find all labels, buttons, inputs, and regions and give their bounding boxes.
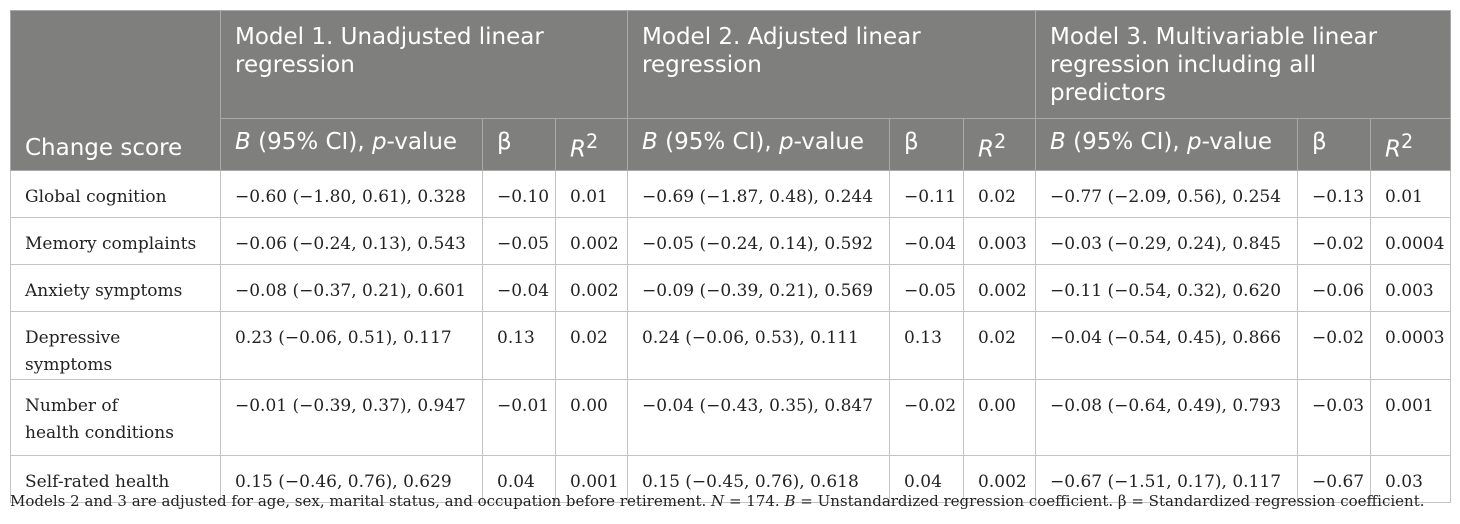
table-row: Global cognition −0.60 (−1.80, 0.61), 0.… — [10, 170, 1452, 218]
cell-beta: −0.02 — [1297, 311, 1372, 380]
cell-b-ci-p: −0.67 (−1.51, 0.17), 0.117 — [1035, 455, 1299, 503]
cell-beta: −0.67 — [1297, 455, 1372, 503]
header-row-models: Change score Model 1. Unadjusted linear … — [10, 10, 1452, 171]
cell-b-ci-p: −0.03 (−0.29, 0.24), 0.845 — [1035, 217, 1299, 265]
cell-r2: 0.02 — [963, 170, 1037, 218]
cell-b-ci-p: −0.01 (−0.39, 0.37), 0.947 — [220, 379, 483, 456]
header-model-2: Model 2. Adjusted linear regression — [627, 10, 1037, 119]
header-model-1: Model 1. Unadjusted linear regression — [219, 10, 629, 119]
cell-beta: −0.04 — [889, 217, 965, 265]
header-r2: R2 — [554, 118, 629, 171]
header-beta: β — [1297, 118, 1372, 171]
cell-r2: 0.0004 — [1370, 217, 1452, 265]
cell-beta: 0.13 — [889, 311, 965, 380]
cell-b-ci-p: −0.04 (−0.54, 0.45), 0.866 — [1035, 311, 1299, 380]
table-row: Anxiety symptoms −0.08 (−0.37, 0.21), 0.… — [10, 264, 1452, 312]
cell-r2: 0.002 — [554, 264, 629, 312]
row-label: Anxiety symptoms — [10, 264, 221, 312]
table-row: Self-rated health 0.15 (−0.46, 0.76), 0.… — [10, 455, 1452, 503]
header-row-stats: B (95% CI), p-value β R2 B (95% CI), p-v… — [11, 118, 1452, 171]
row-label: Global cognition — [10, 170, 221, 218]
row-label: Self-rated health — [10, 455, 221, 503]
header-change-score: Change score — [10, 10, 221, 171]
cell-r2: 0.0003 — [1370, 311, 1452, 380]
cell-b-ci-p: −0.06 (−0.24, 0.13), 0.543 — [220, 217, 483, 265]
table-row: Number of health conditions −0.01 (−0.39,… — [10, 379, 1452, 456]
header-r2: R2 — [963, 118, 1037, 171]
cell-b-ci-p: −0.11 (−0.54, 0.32), 0.620 — [1035, 264, 1299, 312]
table-row: Depressive symptoms 0.23 (−0.06, 0.51), … — [10, 311, 1452, 380]
header-r2: R2 — [1370, 118, 1452, 171]
results-table-container: Change score Model 1. Unadjusted linear … — [10, 10, 1452, 503]
regression-results-table: Change score Model 1. Unadjusted linear … — [10, 10, 1452, 503]
cell-b-ci-p: 0.24 (−0.06, 0.53), 0.111 — [627, 311, 891, 380]
cell-b-ci-p: −0.69 (−1.87, 0.48), 0.244 — [627, 170, 891, 218]
table-footnote: Models 2 and 3 are adjusted for age, sex… — [10, 492, 1425, 510]
cell-r2: 0.01 — [1370, 170, 1452, 218]
row-label: Memory complaints — [10, 217, 221, 265]
cell-b-ci-p: −0.08 (−0.37, 0.21), 0.601 — [220, 264, 483, 312]
cell-r2: 0.02 — [963, 311, 1037, 380]
header-beta: β — [482, 118, 556, 171]
cell-r2: 0.01 — [554, 170, 629, 218]
cell-r2: 0.003 — [963, 217, 1037, 265]
cell-b-ci-p: 0.15 (−0.46, 0.76), 0.629 — [220, 455, 483, 503]
cell-beta: −0.05 — [889, 264, 965, 312]
cell-beta: −0.06 — [1297, 264, 1372, 312]
cell-b-ci-p: −0.60 (−1.80, 0.61), 0.328 — [220, 170, 483, 218]
cell-r2: 0.001 — [1370, 379, 1452, 456]
cell-beta: −0.05 — [482, 217, 556, 265]
cell-b-ci-p: 0.15 (−0.45, 0.76), 0.618 — [627, 455, 891, 503]
cell-beta: −0.03 — [1297, 379, 1372, 456]
cell-b-ci-p: 0.23 (−0.06, 0.51), 0.117 — [220, 311, 483, 380]
table-row: Memory complaints −0.06 (−0.24, 0.13), 0… — [10, 217, 1452, 265]
cell-r2: 0.002 — [554, 217, 629, 265]
cell-beta: −0.02 — [889, 379, 965, 456]
cell-beta: −0.04 — [482, 264, 556, 312]
cell-b-ci-p: −0.09 (−0.39, 0.21), 0.569 — [627, 264, 891, 312]
cell-beta: −0.02 — [1297, 217, 1372, 265]
cell-b-ci-p: −0.05 (−0.24, 0.14), 0.592 — [627, 217, 891, 265]
row-label: Number of health conditions — [10, 379, 221, 456]
header-b-ci-p: B (95% CI), p-value — [1035, 118, 1299, 171]
cell-r2: 0.003 — [1370, 264, 1452, 312]
row-label: Depressive symptoms — [10, 311, 221, 380]
cell-b-ci-p: −0.08 (−0.64, 0.49), 0.793 — [1035, 379, 1299, 456]
cell-r2: 0.00 — [963, 379, 1037, 456]
cell-r2: 0.02 — [554, 311, 629, 380]
header-beta: β — [889, 118, 965, 171]
cell-beta: −0.13 — [1297, 170, 1372, 218]
cell-b-ci-p: −0.04 (−0.43, 0.35), 0.847 — [627, 379, 891, 456]
cell-r2: 0.00 — [554, 379, 629, 456]
cell-r2: 0.03 — [1370, 455, 1452, 503]
cell-beta: 0.13 — [482, 311, 556, 380]
cell-b-ci-p: −0.77 (−2.09, 0.56), 0.254 — [1035, 170, 1299, 218]
cell-beta: −0.11 — [889, 170, 965, 218]
cell-r2: 0.001 — [554, 455, 629, 503]
header-b-ci-p: B (95% CI), p-value — [220, 118, 483, 171]
cell-beta: −0.01 — [482, 379, 556, 456]
cell-beta: −0.10 — [482, 170, 556, 218]
cell-r2: 0.002 — [963, 264, 1037, 312]
header-model-3: Model 3. Multivariable linear regression… — [1035, 10, 1452, 119]
cell-r2: 0.002 — [963, 455, 1037, 503]
header-b-ci-p: B (95% CI), p-value — [627, 118, 891, 171]
